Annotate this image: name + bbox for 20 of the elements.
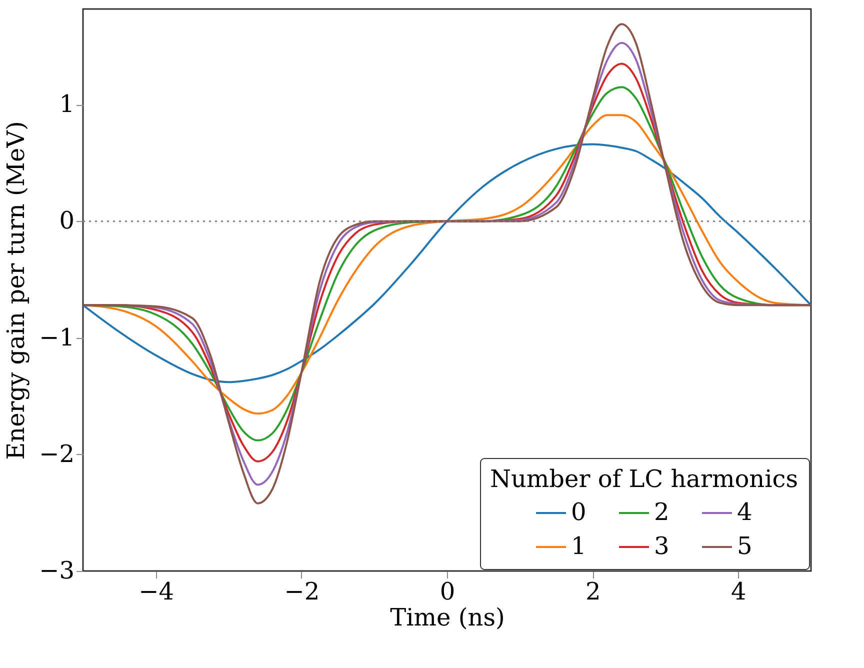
x-axis-title: Time (ns) [390,604,505,632]
x-tick-label: 4 [731,578,746,606]
x-tick-label: 0 [440,578,456,606]
legend-label: 5 [737,532,752,560]
x-tick-label: 2 [585,578,601,606]
legend-label: 0 [571,498,586,526]
y-axis-title: Energy gain per turn (MeV) [2,121,30,460]
legend-label: 1 [571,532,586,560]
legend-label: 3 [654,532,670,560]
y-tick-label: 0 [59,206,74,235]
y-tick-label: 1 [59,90,74,118]
legend-title: Number of LC harmonics [490,465,798,493]
line-series [83,143,811,384]
x-tick-label: −2 [284,578,320,606]
x-tick-label: −4 [138,578,174,606]
y-tick-label: −1 [39,323,74,352]
legend-label: 2 [654,498,670,526]
y-tick-label: −2 [39,440,74,468]
legend-label: 4 [737,498,752,526]
y-tick-label: −3 [39,556,74,584]
